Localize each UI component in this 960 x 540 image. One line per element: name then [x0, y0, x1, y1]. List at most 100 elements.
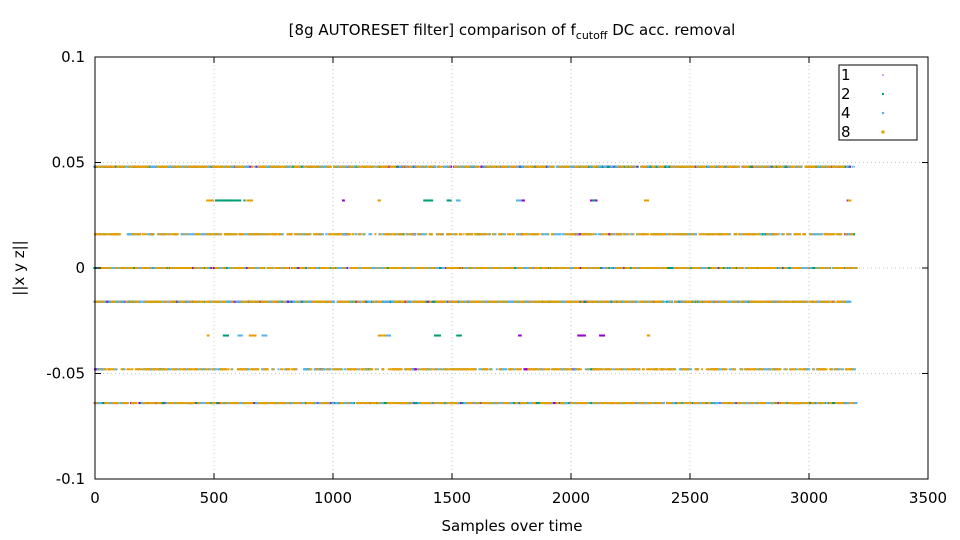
data-point	[169, 165, 174, 168]
data-point	[231, 165, 234, 168]
data-point	[214, 233, 217, 236]
data-point	[561, 300, 566, 303]
data-point	[395, 233, 400, 236]
data-point	[210, 165, 213, 168]
data-point	[315, 267, 320, 269]
data-point	[826, 402, 828, 405]
data-point	[289, 300, 291, 303]
data-point	[247, 368, 251, 371]
data-point	[630, 233, 634, 236]
data-point	[152, 165, 156, 168]
data-point	[377, 368, 379, 371]
data-point	[669, 267, 672, 269]
data-point	[409, 300, 413, 303]
data-point	[600, 233, 602, 236]
data-point	[102, 402, 106, 405]
data-point	[163, 402, 167, 405]
data-point	[300, 233, 305, 236]
data-point	[160, 300, 164, 303]
data-point	[612, 233, 616, 236]
data-point	[456, 165, 460, 168]
data-point	[185, 233, 187, 236]
data-point	[688, 368, 691, 371]
data-point	[553, 402, 557, 405]
data-point	[463, 300, 467, 303]
data-point	[429, 199, 432, 202]
data-point	[513, 368, 516, 371]
data-point	[765, 402, 768, 405]
data-point	[517, 199, 520, 202]
data-point	[629, 267, 632, 269]
data-point	[424, 300, 427, 303]
data-point	[512, 402, 515, 405]
data-point	[597, 165, 602, 168]
data-point	[456, 199, 459, 202]
data-point	[678, 300, 681, 303]
data-point	[451, 233, 454, 236]
data-point	[307, 300, 312, 303]
data-point	[148, 233, 152, 236]
data-point	[667, 300, 671, 303]
data-point	[413, 368, 416, 371]
data-point	[172, 402, 177, 405]
data-point	[495, 165, 497, 168]
data-point	[703, 267, 705, 269]
data-point	[607, 267, 611, 269]
data-point	[148, 368, 153, 371]
data-point	[579, 334, 582, 337]
data-point	[783, 165, 786, 168]
data-point	[154, 165, 158, 168]
data-point	[184, 368, 189, 371]
data-point	[616, 165, 619, 168]
data-point	[480, 165, 482, 168]
data-point	[396, 165, 400, 168]
data-point	[592, 199, 595, 202]
data-point	[682, 233, 686, 236]
data-point	[516, 300, 521, 303]
data-point	[735, 402, 738, 405]
data-point	[725, 165, 728, 168]
data-point	[325, 300, 329, 303]
data-point	[609, 165, 612, 168]
data-point	[667, 267, 672, 269]
data-point	[349, 300, 352, 303]
data-point	[608, 165, 611, 168]
data-point	[519, 165, 522, 168]
data-point	[223, 402, 228, 405]
data-point	[523, 368, 526, 371]
data-point	[331, 300, 335, 303]
data-point	[442, 233, 445, 236]
data-point	[104, 300, 107, 303]
data-point	[508, 165, 511, 168]
data-point	[184, 233, 187, 236]
data-point	[710, 402, 714, 405]
data-point	[206, 165, 211, 168]
data-point	[317, 267, 319, 269]
data-point	[344, 267, 347, 269]
data-point	[117, 267, 119, 269]
data-point	[153, 267, 156, 269]
data-point	[541, 233, 545, 236]
data-point	[368, 233, 373, 236]
data-point	[122, 300, 125, 303]
data-point	[480, 402, 482, 405]
data-point	[136, 267, 141, 269]
data-point	[331, 267, 333, 269]
data-point	[783, 368, 787, 371]
data-point	[297, 233, 301, 236]
data-point	[427, 199, 430, 202]
data-point	[734, 300, 739, 303]
data-point	[660, 267, 664, 269]
data-point	[322, 233, 325, 236]
data-point	[214, 368, 218, 371]
data-point	[235, 300, 239, 303]
data-point	[261, 334, 264, 337]
data-point	[97, 368, 100, 371]
data-point	[443, 267, 445, 269]
data-point	[389, 300, 391, 303]
data-point	[671, 233, 674, 236]
data-point	[688, 233, 693, 236]
data-point	[329, 402, 333, 405]
data-point	[508, 300, 511, 303]
data-point	[353, 402, 356, 405]
